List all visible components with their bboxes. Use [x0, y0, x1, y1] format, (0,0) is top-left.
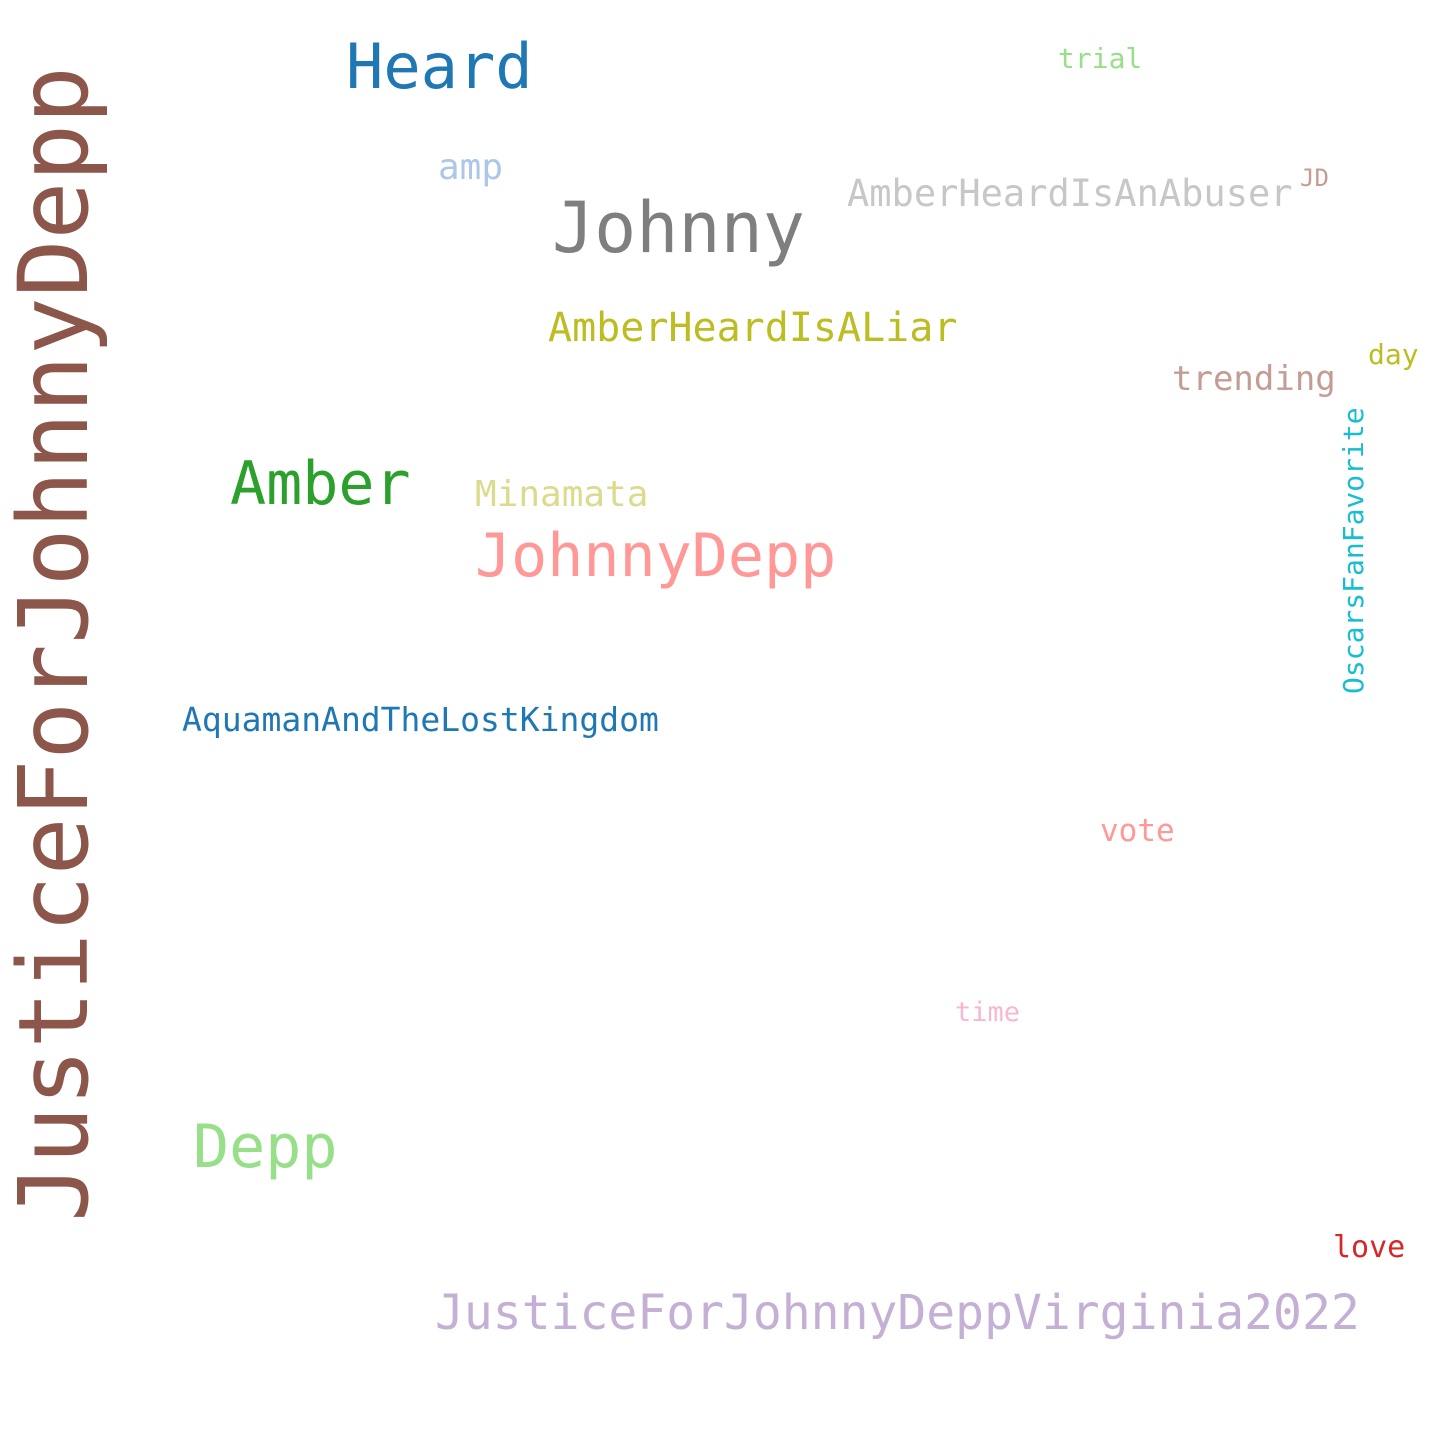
word-trial: trial	[1058, 42, 1143, 75]
word-amberheardisanabuser: AmberHeardIsAnAbuser	[847, 172, 1293, 215]
word-justiceforjohnnydeppvirginia2022: JusticeForJohnnyDeppVirginia2022	[435, 1285, 1360, 1341]
word-justiceforjohnnydepp: JusticeForJohnnyDepp	[0, 66, 110, 1222]
word-aquamanandthelostkingdom: AquamanAndTheLostKingdom	[182, 700, 659, 739]
word-johnnydepp: JohnnyDepp	[475, 521, 837, 591]
word-minamata: Minamata	[475, 474, 649, 515]
word-amberheardisaliar: AmberHeardIsALiar	[548, 305, 958, 351]
word-love: love	[1333, 1230, 1406, 1265]
word-jd: JD	[1300, 164, 1329, 192]
word-johnny: Johnny	[552, 187, 805, 269]
word-vote: vote	[1100, 813, 1175, 849]
word-time: time	[955, 997, 1021, 1028]
word-depp: Depp	[193, 1112, 338, 1182]
word-trending: trending	[1172, 359, 1336, 399]
word-amp: amp	[438, 147, 504, 188]
word-oscarsfanfavorite: OscarsFanFavorite	[1337, 407, 1370, 694]
word-amber: Amber	[230, 449, 411, 519]
word-heard: Heard	[346, 30, 533, 103]
word-day: day	[1368, 338, 1419, 371]
